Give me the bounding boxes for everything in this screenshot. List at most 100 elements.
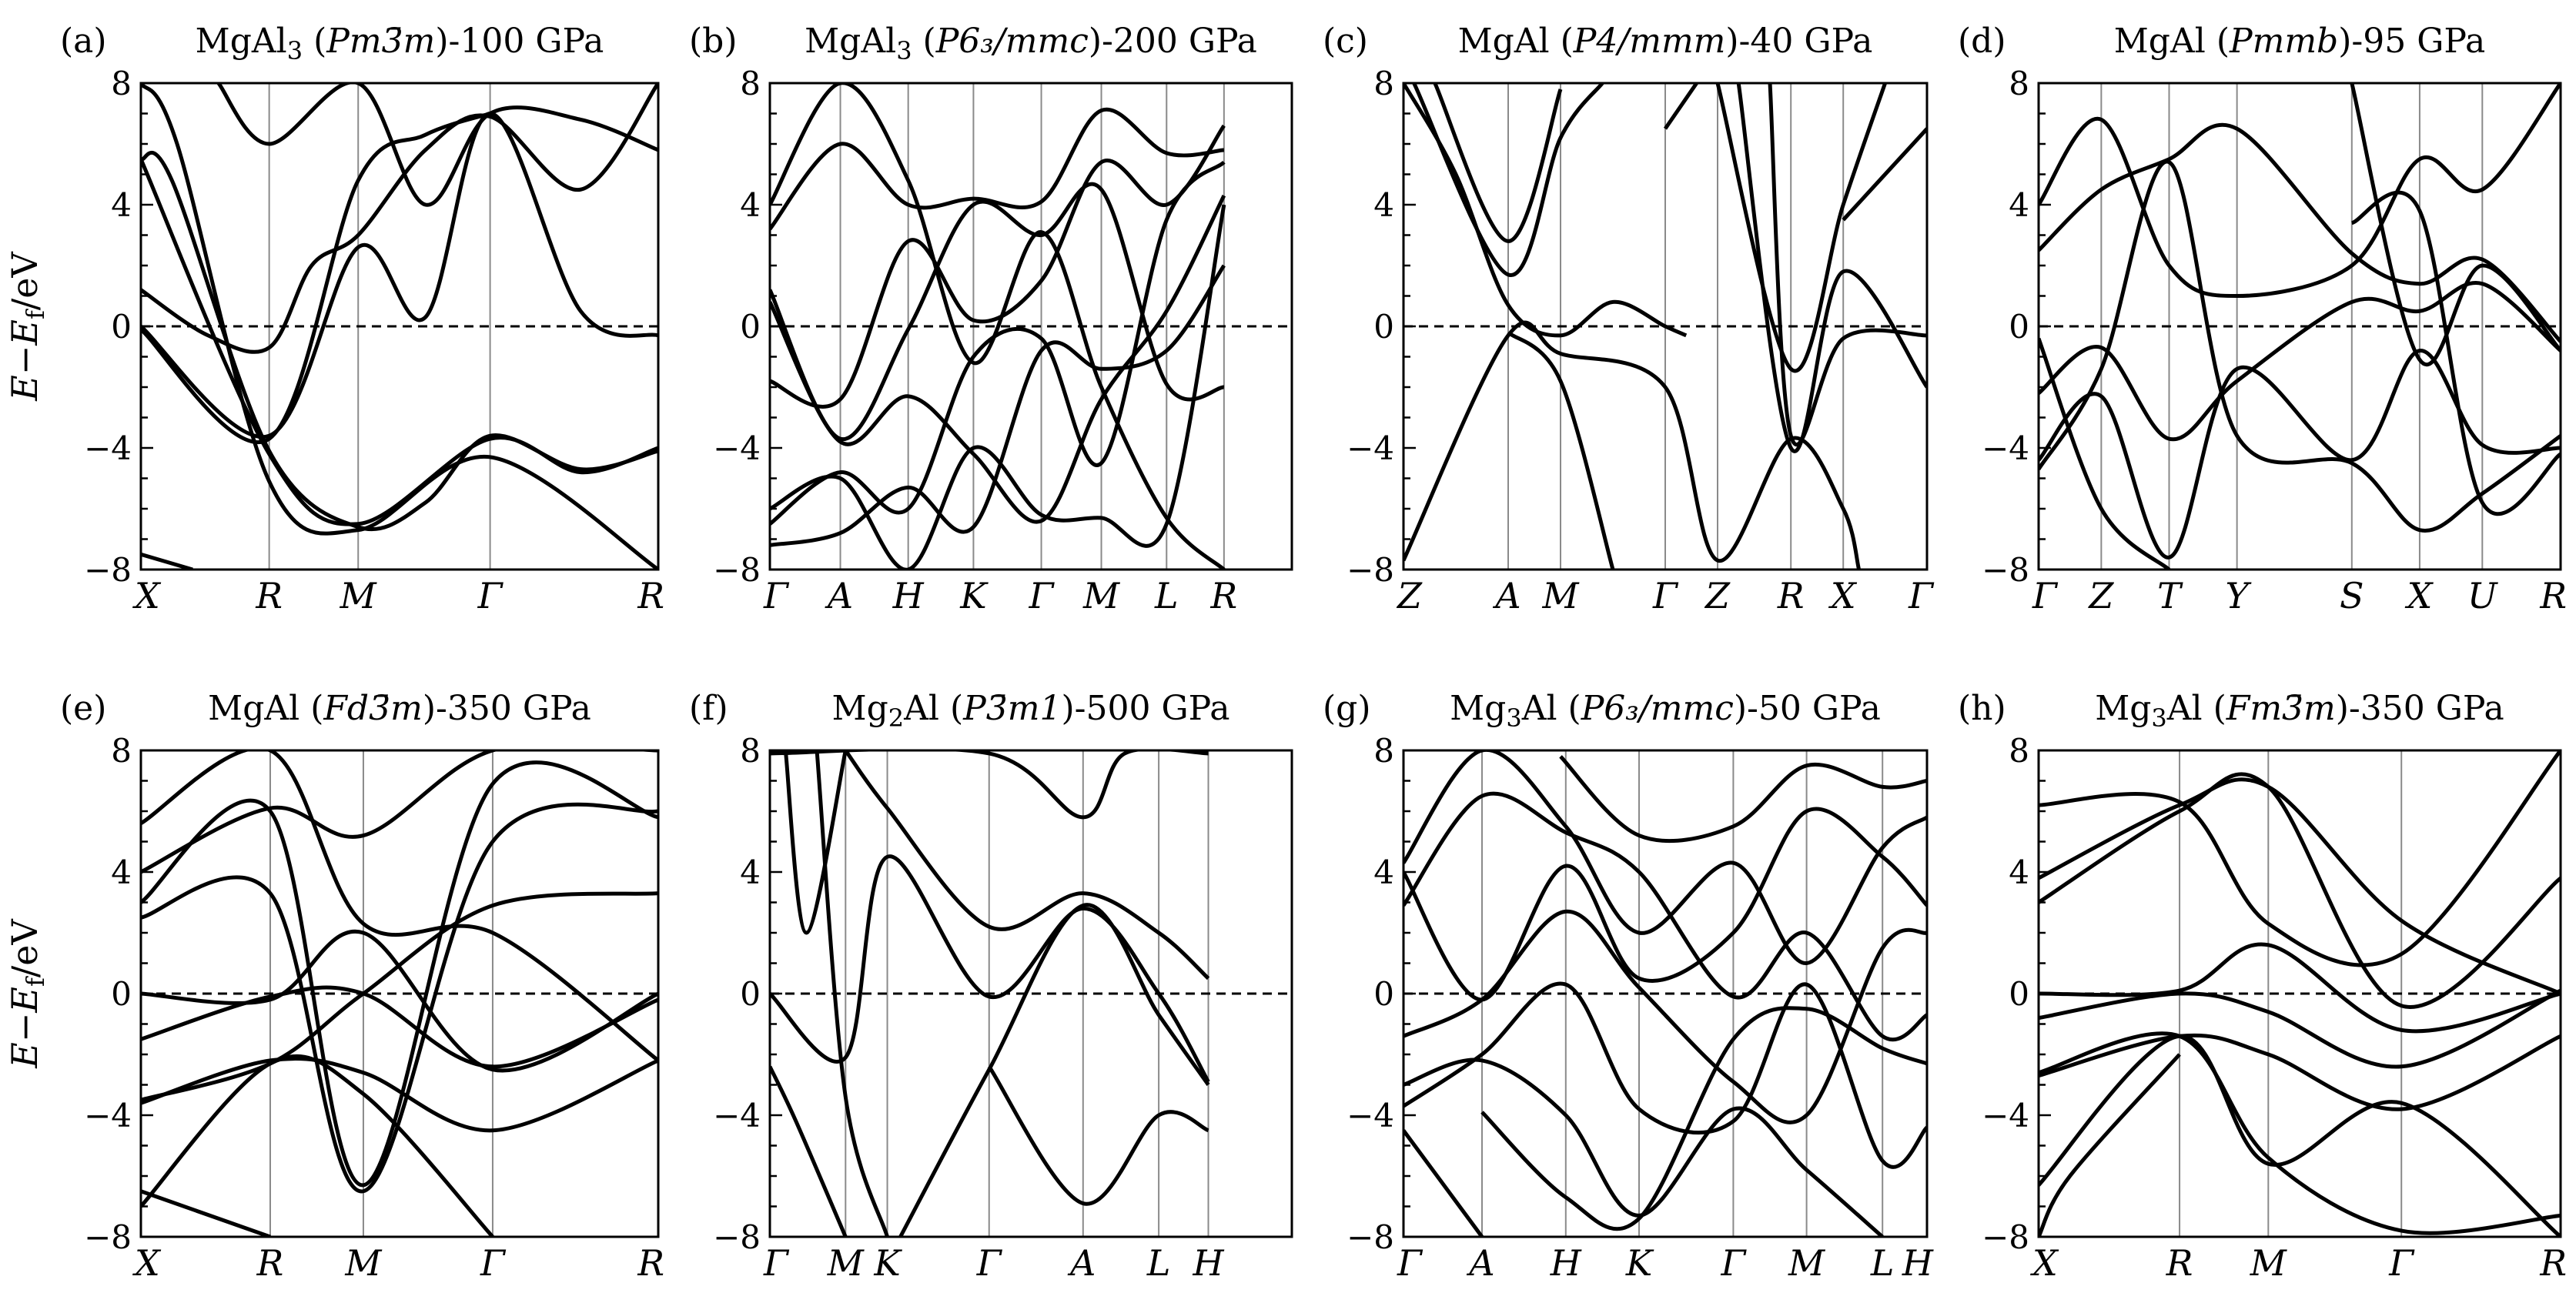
- kpoint-label: R: [637, 1242, 664, 1284]
- panel-title: MgAl3 (P6₃/mmc)-200 GPa: [805, 22, 1257, 65]
- band-line: [141, 112, 491, 444]
- kpoint-label: Γ: [976, 1242, 1003, 1284]
- band-line: [2039, 1053, 2181, 1237]
- band-panel-h: −8 −4 0 4 8 X R M Γ R (h) Mg3Al (Fm3̄m)-350 GPa: [1958, 689, 2567, 1284]
- y-tick-label: 0: [1373, 308, 1394, 346]
- band-line: [1403, 807, 1927, 1002]
- kpoint-label: L: [1870, 1242, 1895, 1284]
- band-line: [783, 750, 848, 935]
- band-line: [770, 1065, 848, 1237]
- y-tick-label: 8: [740, 732, 761, 770]
- band-line: [2039, 1034, 2561, 1237]
- band-line: [1403, 1057, 1884, 1237]
- band-line: [2039, 159, 2561, 533]
- panel-letter: (g): [1323, 689, 1371, 728]
- y-tick-label: −8: [84, 1218, 132, 1256]
- y-tick-label: −4: [84, 429, 132, 467]
- y-tick-label: 4: [740, 186, 761, 224]
- kpoint-label: L: [1146, 1242, 1171, 1284]
- panel-letter: (h): [1958, 689, 2006, 728]
- band-line: [844, 750, 1210, 981]
- band-line: [1663, 83, 1698, 130]
- y-tick-label: 4: [1373, 186, 1394, 224]
- band-line: [770, 107, 1225, 231]
- y-tick-label: 0: [111, 975, 132, 1013]
- y-tick-label: 8: [111, 65, 132, 102]
- kpoint-label: H: [1902, 1242, 1934, 1284]
- band-panel-e: −8 −4 0 4 8 X R M Γ R (e) MgAl (Fd3̄m)-350 GPa: [60, 689, 664, 1284]
- panel-title: MgAl3 (Pm3̄m)-100 GPa: [196, 22, 604, 65]
- band-line: [2039, 83, 2561, 298]
- band-line: [1736, 83, 1927, 453]
- kpoint-label: A: [1466, 1242, 1494, 1284]
- kpoint-label: K: [959, 575, 989, 616]
- band-line: [141, 891, 658, 1102]
- band-line: [770, 195, 1226, 524]
- kpoint-label: M: [1788, 1242, 1826, 1284]
- kpoint-label: Γ: [1652, 575, 1679, 616]
- panel-letter: (c): [1323, 22, 1368, 61]
- kpoint-label: R: [1210, 575, 1238, 616]
- y-tick-label: 0: [740, 975, 761, 1013]
- band-line: [770, 182, 1225, 441]
- y-tick-label: 4: [2009, 854, 2029, 891]
- y-tick-label: −8: [1982, 551, 2029, 589]
- kpoint-label: Γ: [763, 575, 790, 616]
- band-line: [2039, 772, 2561, 1009]
- panel-title: Mg3Al (Fm3̄m)-350 GPa: [2095, 689, 2504, 733]
- y-axis-label: E−Ef/eV: [4, 918, 50, 1068]
- panel-letter: (e): [60, 689, 106, 728]
- kpoint-label: M: [344, 1242, 383, 1284]
- kpoint-label: Z: [2087, 575, 2114, 616]
- y-tick-label: 8: [2009, 732, 2029, 770]
- kpoint-label: S: [2340, 575, 2364, 616]
- y-tick-label: −4: [1347, 1097, 1394, 1134]
- y-tick-label: 8: [2009, 65, 2029, 102]
- kpoint-label: T: [2157, 575, 2183, 616]
- kpoint-label: Z: [1704, 575, 1731, 616]
- band-line: [770, 750, 1209, 820]
- kpoint-label: A: [1067, 1242, 1096, 1284]
- kpoint-label: M: [340, 575, 378, 616]
- band-line: [1842, 127, 1927, 222]
- kpoint-label: Γ: [1908, 575, 1935, 616]
- y-tick-label: 0: [1373, 975, 1394, 1013]
- panel-letter: (b): [689, 22, 738, 61]
- band-line: [141, 111, 658, 439]
- y-tick-label: 8: [1373, 732, 1394, 770]
- kpoint-label: X: [132, 1242, 162, 1284]
- kpoint-label: A: [825, 575, 853, 616]
- band-line: [141, 985, 658, 1069]
- kpoint-label: Γ: [2388, 1242, 2415, 1284]
- band-line: [1412, 83, 1604, 277]
- kpoint-label: R: [1777, 575, 1805, 616]
- y-tick-label: 8: [740, 65, 761, 102]
- band-line: [898, 903, 1210, 1237]
- y-tick-label: 4: [111, 854, 132, 891]
- kpoint-label: Γ: [2032, 575, 2059, 616]
- band-line: [770, 124, 1226, 409]
- kpoint-label: R: [255, 575, 283, 616]
- panel-title: Mg3Al (P6₃/mmc)-50 GPa: [1450, 689, 1881, 733]
- band-line: [1403, 320, 1862, 570]
- panel-title: MgAl (Pmmb)-95 GPa: [2114, 22, 2485, 61]
- y-tick-label: −8: [713, 551, 761, 589]
- band-line: [770, 160, 1226, 526]
- band-line: [1403, 750, 1927, 965]
- kpoint-label: X: [132, 575, 162, 616]
- kpoint-label: R: [256, 1242, 284, 1284]
- y-tick-label: −8: [1982, 1218, 2029, 1256]
- kpoint-label: Γ: [480, 1242, 507, 1284]
- band-line: [1433, 83, 1563, 243]
- kpoint-label: X: [2030, 1242, 2059, 1284]
- y-tick-label: −4: [1982, 429, 2029, 467]
- band-line: [2039, 1033, 2561, 1111]
- band-line: [141, 750, 658, 874]
- kpoint-label: Γ: [763, 1242, 790, 1284]
- y-tick-label: 0: [2009, 308, 2029, 346]
- panel-title: MgAl (Fd3̄m)-350 GPa: [208, 689, 591, 728]
- band-line: [1507, 330, 1615, 570]
- kpoint-label: M: [827, 1242, 865, 1284]
- kpoint-label: H: [1192, 1242, 1224, 1284]
